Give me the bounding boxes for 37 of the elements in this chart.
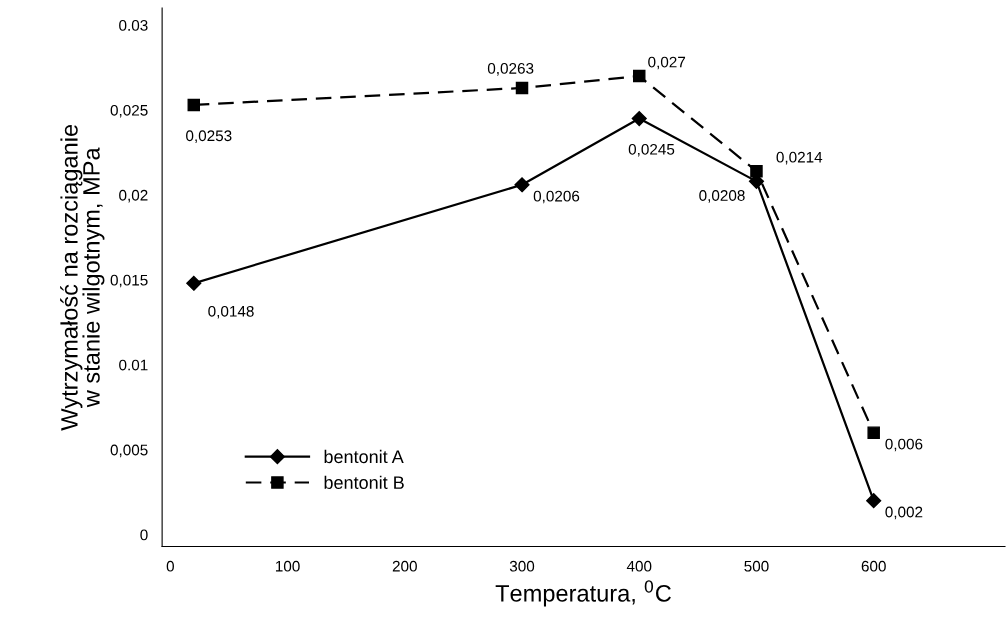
x-tick-label: 300 bbox=[509, 560, 535, 572]
y-tick-label: 0,02 bbox=[119, 189, 148, 203]
x-tick-label: 400 bbox=[626, 560, 652, 572]
x-tick-label: 0 bbox=[166, 560, 174, 572]
y-axis-title: Wytrzymałość na rozciąganie w stanie wilgotnym, MPa bbox=[60, 124, 105, 431]
point bbox=[186, 275, 202, 291]
data-label: 0,0253 bbox=[186, 130, 232, 143]
y-tick-label: 0,015 bbox=[110, 274, 148, 288]
point bbox=[514, 177, 530, 193]
data-label: 0,002 bbox=[885, 506, 923, 520]
point bbox=[750, 164, 763, 178]
data-label: 0,0206 bbox=[533, 190, 580, 204]
data-label: 0,0214 bbox=[776, 151, 823, 165]
data-label: 0,0208 bbox=[699, 190, 745, 203]
legend-label: bentonit A bbox=[324, 449, 404, 464]
y-tick-label: 0.03 bbox=[119, 19, 148, 31]
y-tick-label: 0 bbox=[140, 529, 148, 541]
point bbox=[867, 426, 880, 439]
legend-label: bentonit B bbox=[324, 475, 404, 489]
point bbox=[515, 81, 529, 95]
x-tick-label: 600 bbox=[861, 560, 886, 572]
point bbox=[187, 98, 201, 112]
y-tick-label: 0.01 bbox=[119, 359, 148, 371]
y-tick-label: 0,025 bbox=[110, 104, 148, 118]
y-tick-label: 0,005 bbox=[110, 444, 148, 458]
data-label: 0,0263 bbox=[487, 63, 534, 76]
point bbox=[866, 493, 882, 509]
data-label: 0,0148 bbox=[208, 305, 254, 319]
point bbox=[631, 110, 647, 127]
x-tick-label: 100 bbox=[275, 560, 300, 572]
data-label: 0,027 bbox=[648, 56, 686, 70]
x-tick-label: 200 bbox=[392, 560, 417, 572]
data-label: 0,0245 bbox=[628, 143, 675, 157]
data-label: 0,006 bbox=[885, 438, 923, 452]
point bbox=[632, 69, 646, 83]
x-axis-title: Temperatura, $^{0}$C bbox=[495, 580, 671, 607]
x-tick-label: 500 bbox=[744, 560, 769, 572]
